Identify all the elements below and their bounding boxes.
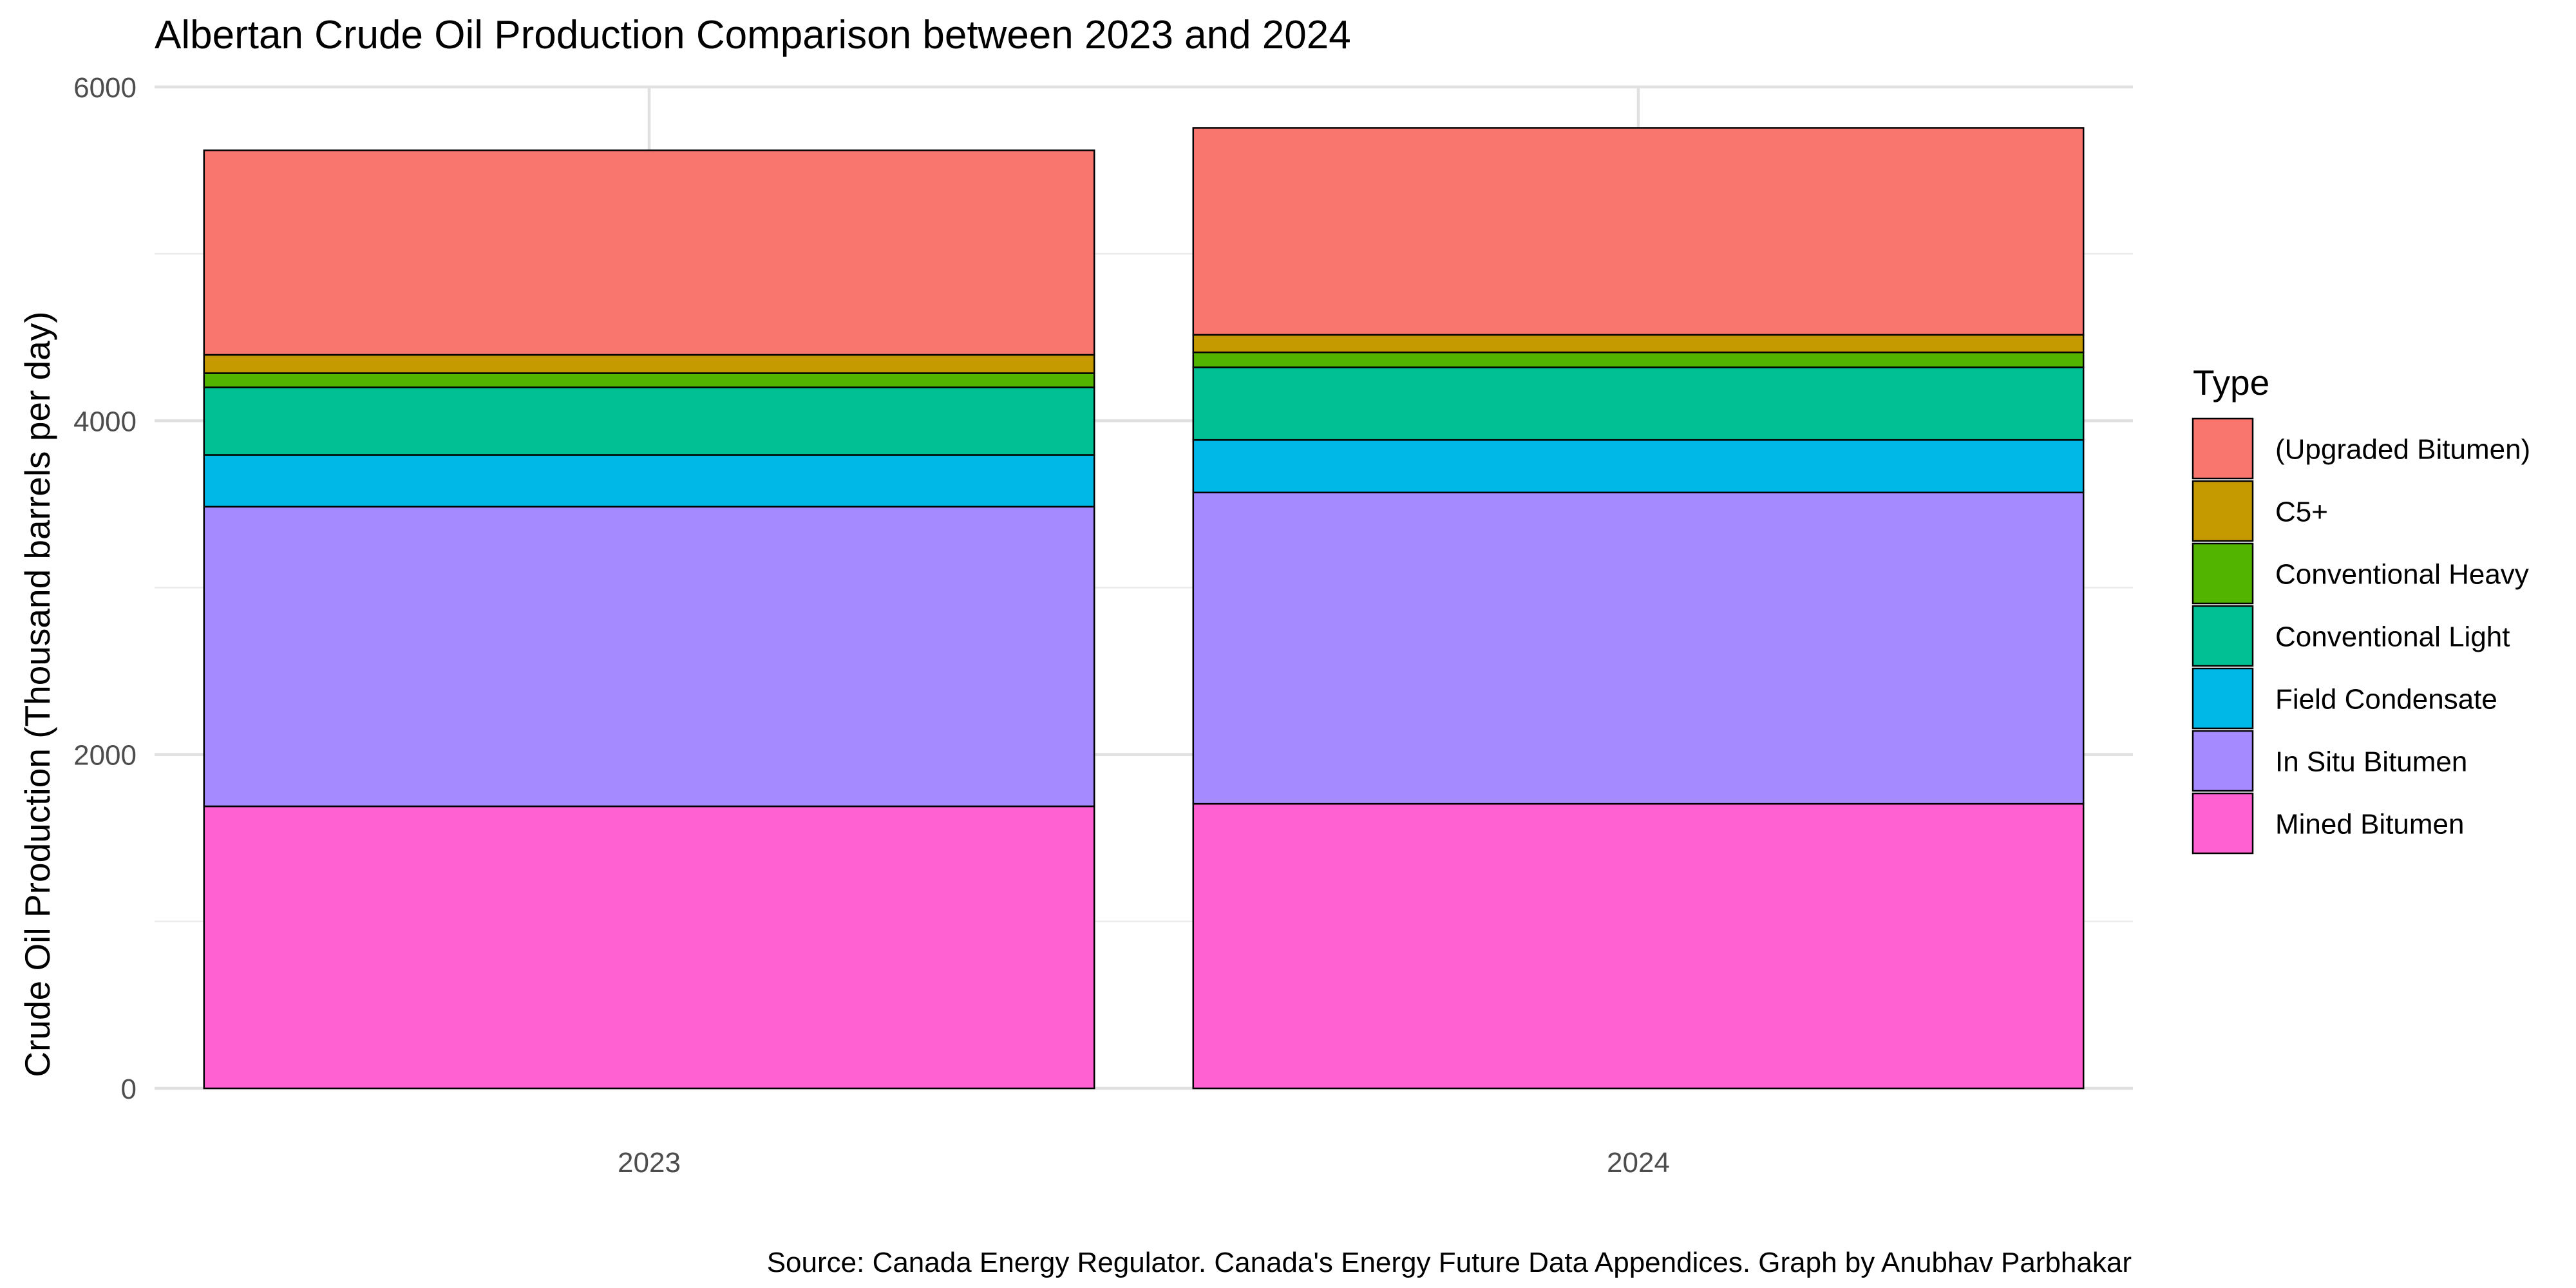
legend-title: Type [2193,363,2269,402]
bar-field-condensate-2024 [1192,439,2085,494]
legend-key [2192,667,2254,730]
x-tick-label: 2023 [618,1147,681,1179]
y-tick-label: 2000 [73,740,137,772]
bar-mined-bitumen-2023 [203,805,1095,1090]
legend-label: C5+ [2275,497,2328,528]
bars-layer [203,127,2085,1090]
x-tick-label: 2024 [1607,1147,1670,1179]
bar-c5-2024 [1192,334,2085,354]
legend-key [2192,480,2254,542]
bar-in-situ-bitumen-2024 [1192,491,2085,805]
legend-layer: (Upgraded Bitumen) C5+ Conventional Heavy C… [2192,417,2530,855]
legend-key [2192,417,2254,480]
bar-conventional-heavy-2024 [1192,351,2085,368]
bar-upgraded-bitumen-2024 [1192,127,2085,336]
bar-c5-2023 [203,354,1095,374]
legend-label: Mined Bitumen [2275,809,2464,840]
y-tick-label: 0 [121,1074,137,1105]
axis-layer: 0 2000 4000 6000 2023 2024 [73,72,1670,1179]
legend-label: Conventional Heavy [2275,559,2529,591]
y-tick-label: 6000 [73,72,137,104]
chart-title: Albertan Crude Oil Production Comparison… [155,13,1351,57]
bar-mined-bitumen-2024 [1192,802,2085,1090]
legend-key [2192,792,2254,855]
legend-label: (Upgraded Bitumen) [2275,434,2530,466]
legend-key [2192,542,2254,605]
caption: Source: Canada Energy Regulator. Canada'… [767,1247,2132,1278]
y-tick-label: 4000 [73,406,137,437]
legend-key [2192,730,2254,792]
legend-label: In Situ Bitumen [2275,746,2467,778]
legend-key [2192,605,2254,667]
bar-in-situ-bitumen-2023 [203,506,1095,808]
bar-field-condensate-2023 [203,454,1095,508]
bar-conventional-light-2023 [203,386,1095,456]
bar-conventional-heavy-2023 [203,372,1095,388]
legend-label: Field Condensate [2275,684,2497,715]
legend-label: Conventional Light [2275,621,2510,653]
y-axis-label: Crude Oil Production (Thousand barrels p… [17,311,57,1077]
bar-conventional-light-2024 [1192,366,2085,441]
bar-upgraded-bitumen-2023 [203,149,1095,356]
